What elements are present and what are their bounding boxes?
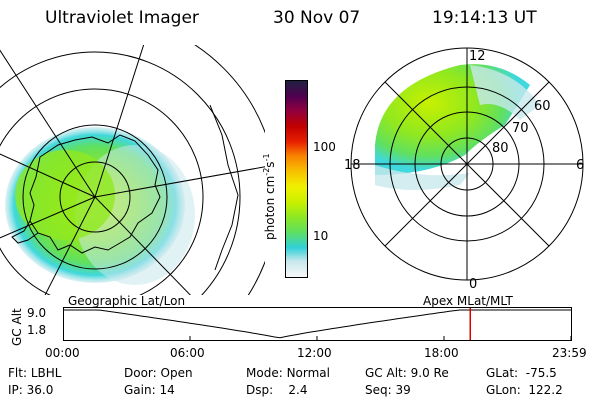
mlt-label-18: 18 <box>344 158 361 173</box>
instrument-title: Ultraviolet Imager <box>45 8 199 28</box>
time-tick-0600: 06:00 <box>170 346 205 360</box>
dsp-field: Dsp: 2.4 <box>246 383 308 397</box>
image-time: 19:14:13 UT <box>432 8 537 28</box>
gain-value: 14 <box>159 383 175 397</box>
glon-field: GLon: 122.2 <box>486 383 563 397</box>
seq-label: Seq: <box>365 383 392 397</box>
apex-label: Apex MLat/MLT <box>423 294 513 308</box>
flt-value: LBHL <box>30 366 62 380</box>
magnetic-polar-plot: 12 0 18 6 60 70 80 <box>344 47 584 292</box>
mode-field: Mode: Normal <box>246 366 330 380</box>
colorbar-label-mid: s <box>263 161 277 168</box>
alt-plot-ylabel: GC Alt <box>10 308 24 346</box>
colorbar-label: photon cm-2s-1 <box>262 153 277 240</box>
alt-tick-min: 1.8 <box>27 323 47 337</box>
colorbar-tick-100: 100 <box>313 140 336 154</box>
gain-label: Gain: <box>124 383 156 397</box>
time-tick-1800: 18:00 <box>424 346 459 360</box>
image-date: 30 Nov 07 <box>273 8 361 28</box>
ip-label: IP: <box>8 383 23 397</box>
dsp-label: Dsp: <box>246 383 274 397</box>
altitude-curve <box>63 309 571 339</box>
gcalt-label: GC Alt: <box>365 366 407 380</box>
coastline-outer <box>209 104 239 271</box>
alt-plot-ticks <box>63 336 572 340</box>
door-label: Door: <box>124 366 157 380</box>
colorbar <box>285 80 308 278</box>
dsp-value: 2.4 <box>288 383 308 397</box>
seq-value: 39 <box>395 383 411 397</box>
time-tick-2359: 23:59 <box>552 346 587 360</box>
flt-field: Flt: LBHL <box>8 366 61 380</box>
gain-field: Gain: 14 <box>124 383 175 397</box>
mode-value: Normal <box>286 366 330 380</box>
geographic-map <box>0 45 265 295</box>
seq-field: Seq: 39 <box>365 383 411 397</box>
alt-plot-frame <box>63 307 572 341</box>
mlt-label-0: 0 <box>469 277 477 292</box>
mlt-label-12: 12 <box>469 49 486 64</box>
colorbar-label-sup1: -2 <box>262 167 271 176</box>
colorbar-tick-10: 10 <box>313 229 329 243</box>
ip-value: 36.0 <box>26 383 54 397</box>
ip-field: IP: 36.0 <box>8 383 53 397</box>
coastline-antarctica <box>29 134 161 254</box>
glon-value: 122.2 <box>528 383 563 397</box>
gcalt-value: 9.0 Re <box>410 366 449 380</box>
flt-label: Flt: <box>8 366 27 380</box>
alt-tick-max: 9.0 <box>27 306 47 320</box>
glat-value: -75.5 <box>525 366 557 380</box>
mlat-label-80: 80 <box>492 141 509 156</box>
mag-mlt-lines <box>351 48 583 280</box>
glat-field: GLat: -75.5 <box>486 366 557 380</box>
altitude-plot <box>63 307 572 341</box>
time-tick-0000: 00:00 <box>45 346 80 360</box>
mlat-label-70: 70 <box>512 121 529 136</box>
geographic-label: Geographic Lat/Lon <box>68 294 186 308</box>
glat-label: GLat: <box>486 366 519 380</box>
gcalt-field: GC Alt: 9.0 Re <box>365 366 449 380</box>
colorbar-gradient <box>286 81 307 277</box>
time-tick-1200: 12:00 <box>297 346 332 360</box>
coastline-peninsula <box>11 220 39 244</box>
door-field: Door: Open <box>124 366 193 380</box>
glon-label: GLon: <box>486 383 521 397</box>
mode-label: Mode: <box>246 366 283 380</box>
mlt-label-6: 6 <box>576 158 584 173</box>
colorbar-label-text: photon cm <box>263 175 277 240</box>
door-value: Open <box>160 366 193 380</box>
colorbar-label-sup2: -1 <box>262 153 271 162</box>
mlat-label-60: 60 <box>534 99 551 114</box>
geo-lat-circles <box>0 45 265 295</box>
